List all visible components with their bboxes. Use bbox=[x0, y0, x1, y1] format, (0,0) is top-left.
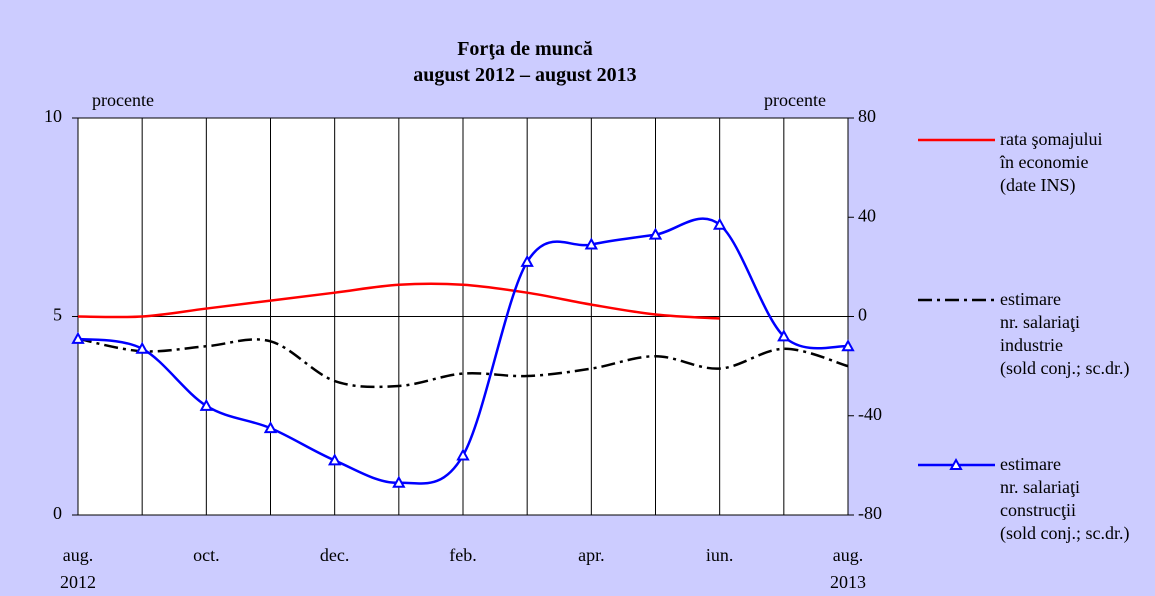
y2-tick-label: 80 bbox=[858, 106, 876, 126]
marker bbox=[648, 227, 663, 240]
marker bbox=[135, 341, 149, 354]
legend-label: estimare nr. salariaţi construcţii (sold… bbox=[1000, 454, 1130, 543]
x-tick-label: aug. 2013 bbox=[830, 545, 866, 592]
x-tick-label: apr. bbox=[578, 545, 605, 565]
marker bbox=[841, 339, 855, 352]
y2-tick-label: -40 bbox=[858, 404, 882, 424]
y-axis-label: procente bbox=[92, 90, 154, 110]
legend-label: rata şomajului în economie (date INS) bbox=[1000, 129, 1103, 195]
series-line bbox=[77, 282, 720, 320]
x-tick-label: oct. bbox=[193, 545, 220, 565]
chart-title: Forţa de muncă august 2012 – august 2013 bbox=[413, 38, 637, 86]
y-tick-label: 10 bbox=[44, 106, 62, 126]
marker bbox=[712, 217, 727, 230]
marker bbox=[71, 331, 85, 344]
marker bbox=[199, 398, 214, 411]
y2-tick-label: 0 bbox=[858, 305, 867, 325]
x-tick-label: dec. bbox=[319, 545, 350, 565]
marker bbox=[520, 254, 534, 267]
y2-tick-label: 40 bbox=[858, 205, 876, 225]
x-tick-label: feb. bbox=[449, 545, 477, 565]
y2-tick-label: -80 bbox=[858, 503, 882, 523]
x-tick-label: iun. bbox=[705, 545, 734, 565]
y-tick-label: 0 bbox=[53, 503, 62, 523]
legend-marker bbox=[949, 457, 963, 470]
y-tick-label: 5 bbox=[53, 305, 62, 325]
marker bbox=[456, 448, 470, 461]
marker bbox=[584, 237, 599, 250]
legend-label: estimare nr. salariaţi industrie (sold c… bbox=[1000, 289, 1130, 378]
y2-axis-label: procente bbox=[764, 90, 826, 110]
marker bbox=[263, 421, 278, 434]
marker bbox=[777, 329, 791, 342]
marker bbox=[392, 475, 406, 488]
x-tick-label: aug. 2012 bbox=[60, 545, 96, 592]
series-line bbox=[77, 337, 849, 389]
marker bbox=[327, 453, 342, 466]
